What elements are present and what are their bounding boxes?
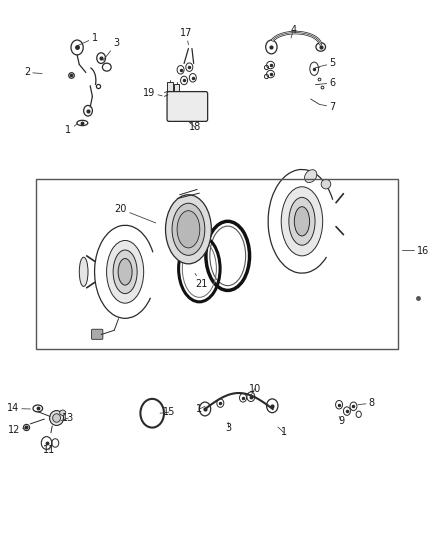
Ellipse shape [281,187,323,256]
Ellipse shape [106,240,144,303]
Text: 12: 12 [7,425,25,435]
Text: 14: 14 [7,403,30,414]
Text: 11: 11 [42,443,55,455]
Bar [35,179,398,349]
Text: 2: 2 [24,68,42,77]
Ellipse shape [53,414,60,422]
Ellipse shape [321,179,331,189]
Text: 1: 1 [77,33,98,46]
Text: 17: 17 [180,28,192,45]
Text: 3: 3 [103,38,120,60]
Text: 19: 19 [143,87,162,98]
Ellipse shape [49,410,64,425]
Text: 3: 3 [226,422,232,433]
Ellipse shape [289,197,315,245]
Text: 20: 20 [115,204,155,223]
Text: 15: 15 [160,407,175,417]
Text: 1: 1 [278,427,287,438]
Text: 7: 7 [319,102,336,112]
Bar [167,82,173,101]
Text: 4: 4 [290,26,296,38]
Ellipse shape [60,410,66,415]
Bar [174,84,179,102]
Text: 1: 1 [65,124,77,135]
Ellipse shape [166,195,212,264]
Text: 16: 16 [403,246,429,255]
Text: 5: 5 [319,59,336,68]
Ellipse shape [172,203,205,255]
Ellipse shape [79,257,88,286]
Text: 6: 6 [319,78,336,88]
FancyBboxPatch shape [167,92,208,122]
Text: 1: 1 [196,404,205,414]
Text: 18: 18 [188,122,201,132]
Ellipse shape [304,169,317,183]
Text: 8: 8 [358,398,375,408]
Ellipse shape [294,207,310,236]
Ellipse shape [118,259,132,285]
Text: 9: 9 [338,416,344,426]
FancyBboxPatch shape [92,329,103,340]
Ellipse shape [177,211,200,248]
Ellipse shape [113,250,137,294]
Text: 21: 21 [195,273,208,288]
Text: 13: 13 [61,413,74,423]
Text: 10: 10 [249,384,261,395]
